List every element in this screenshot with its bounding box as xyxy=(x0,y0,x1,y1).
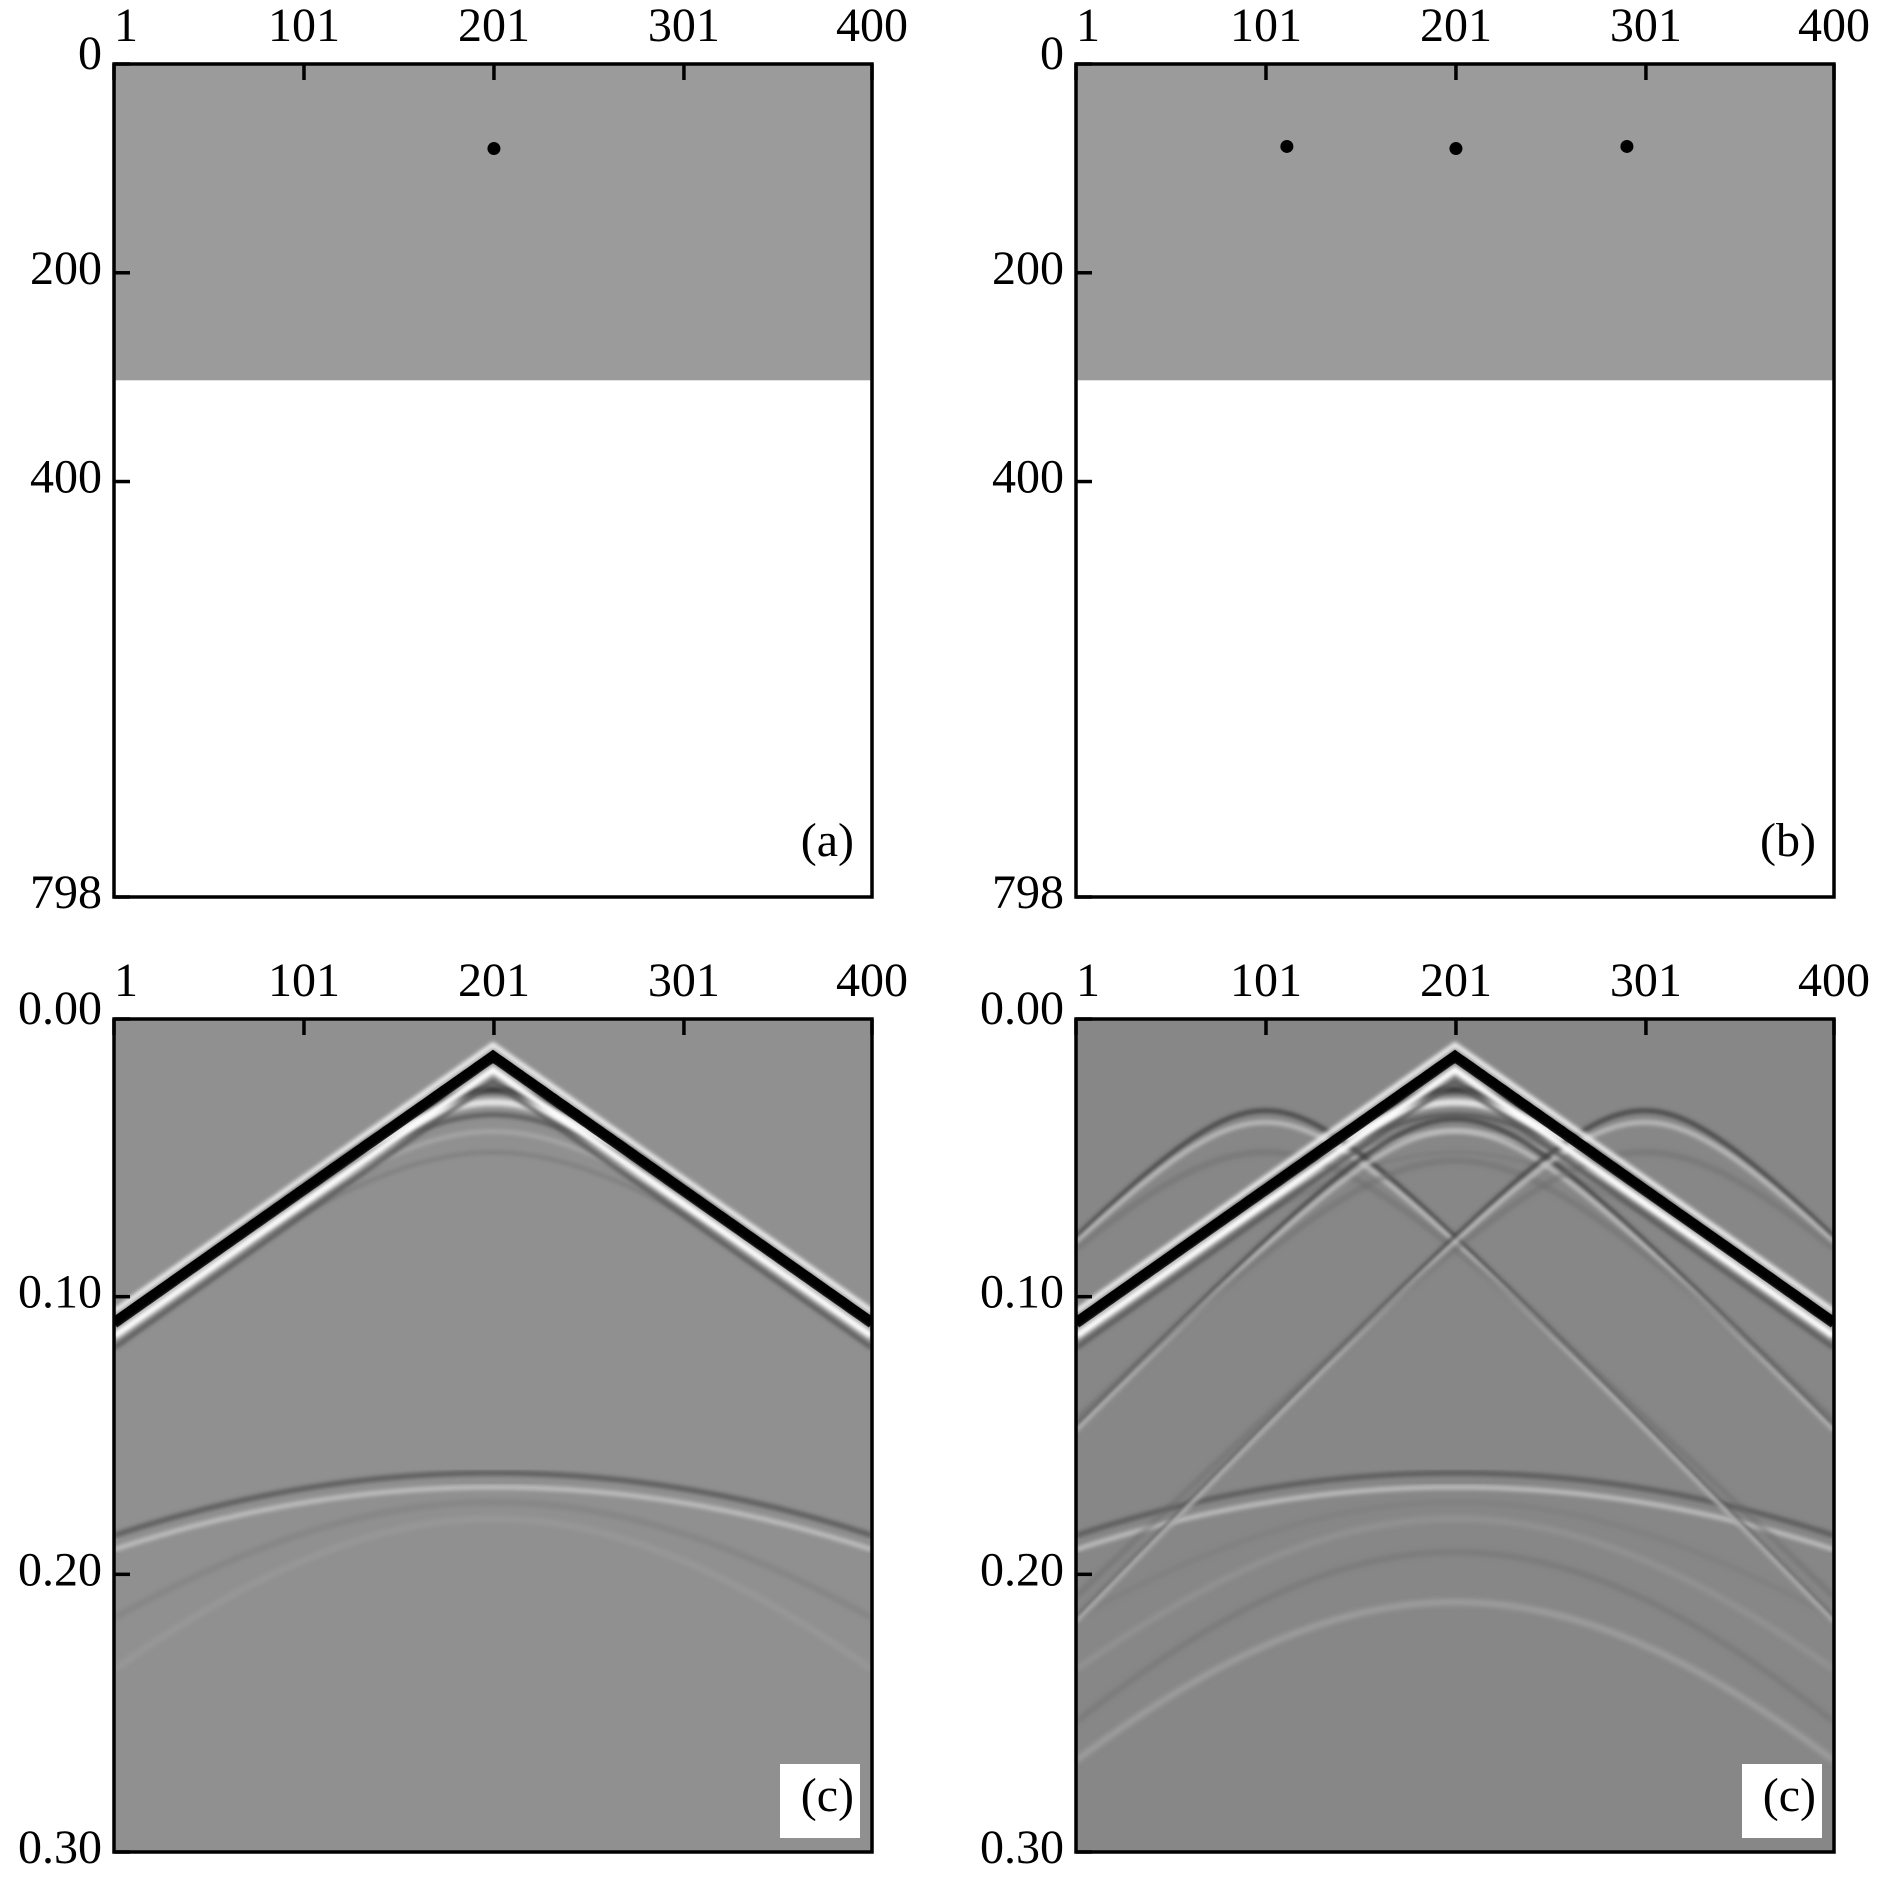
y-tick-label: 798 xyxy=(30,866,102,919)
y-tick-label: 798 xyxy=(992,866,1064,919)
y-tick-label: 0.10 xyxy=(18,1266,102,1319)
plot-area xyxy=(114,64,872,897)
wave-event xyxy=(1076,1500,1834,1620)
wave-event xyxy=(114,1470,872,1538)
x-tick-label: 1 xyxy=(1076,0,1100,52)
y-tick-label: 0.00 xyxy=(18,982,102,1035)
wave-event xyxy=(114,1485,872,1552)
panel: 1 101 201 301 400 0.00 0.10 0.20 0.30 (c) xyxy=(18,954,908,1874)
wave-event xyxy=(114,1517,872,1671)
x-tick-label: 301 xyxy=(1610,954,1682,1007)
y-tick-label: 200 xyxy=(30,242,102,295)
wave-event xyxy=(1076,1550,1834,1724)
panel-label: (c) xyxy=(1763,1769,1816,1822)
wave-event xyxy=(1076,1159,1834,1421)
x-tick-label: 400 xyxy=(1798,0,1870,52)
wave-event xyxy=(114,1500,872,1620)
panel: 1 101 201 301 400 0.00 0.10 0.20 0.30 (c) xyxy=(980,954,1870,1874)
wave-event xyxy=(114,1079,872,1350)
wave-event xyxy=(1076,1150,1834,1598)
wave-event xyxy=(1076,1120,1834,1623)
x-tick-label: 1 xyxy=(114,0,138,52)
plot-area xyxy=(114,1019,872,1852)
label-box xyxy=(1742,1764,1822,1838)
y-tick-label: 0.00 xyxy=(980,982,1064,1035)
y-tick-label: 0 xyxy=(78,27,102,80)
y-tick-label: 0.30 xyxy=(18,1821,102,1874)
panel: 1 101 201 301 400 0 200 400 798 (b) xyxy=(992,0,1870,919)
scatter-point xyxy=(487,142,501,156)
scatter-point xyxy=(1449,142,1463,156)
x-tick-label: 101 xyxy=(268,954,340,1007)
x-tick-label: 101 xyxy=(268,0,340,52)
background xyxy=(1076,1019,1834,1852)
y-tick-label: 400 xyxy=(992,451,1064,504)
wave-event xyxy=(114,1049,872,1328)
y-tick-label: 0.20 xyxy=(18,1543,102,1596)
x-tick-label: 400 xyxy=(836,0,908,52)
wave-event xyxy=(1076,1485,1834,1552)
scatter-point xyxy=(1620,139,1634,153)
label-box xyxy=(780,1764,860,1838)
wave-event xyxy=(1076,1079,1834,1350)
x-tick-label: 101 xyxy=(1230,0,1302,52)
wave-event xyxy=(1076,1600,1834,1762)
scatter-point xyxy=(1280,139,1294,153)
x-tick-label: 301 xyxy=(648,0,720,52)
x-tick-label: 400 xyxy=(836,954,908,1007)
x-tick-label: 301 xyxy=(648,954,720,1007)
panel-label: (c) xyxy=(801,1769,854,1822)
velocity-layer xyxy=(1076,64,1834,381)
wave-event xyxy=(114,1041,872,1314)
wave-event xyxy=(1076,1517,1834,1671)
wave-event xyxy=(1076,1041,1834,1314)
y-tick-label: 0 xyxy=(1040,27,1064,80)
velocity-layer xyxy=(114,64,872,381)
x-tick-label: 1 xyxy=(1076,954,1100,1007)
y-tick-label: 200 xyxy=(992,242,1064,295)
x-tick-label: 301 xyxy=(1610,0,1682,52)
y-tick-label: 0.20 xyxy=(980,1543,1064,1596)
wave-event xyxy=(1076,1049,1834,1328)
wave-event xyxy=(1076,1470,1834,1538)
panel-label: (b) xyxy=(1760,814,1816,867)
x-tick-label: 201 xyxy=(1420,954,1492,1007)
plot-area xyxy=(1076,1019,1834,1852)
wave-event xyxy=(1076,1117,1834,1429)
y-tick-label: 0.30 xyxy=(980,1821,1064,1874)
x-tick-label: 1 xyxy=(114,954,138,1007)
plot-area xyxy=(1076,64,1834,897)
wave-event xyxy=(1076,1065,1834,1340)
y-tick-label: 400 xyxy=(30,451,102,504)
x-tick-label: 400 xyxy=(1798,954,1870,1007)
x-tick-label: 201 xyxy=(458,0,530,52)
background xyxy=(114,1019,872,1852)
x-tick-label: 201 xyxy=(1420,0,1492,52)
wave-event xyxy=(114,1065,872,1340)
panel-label: (a) xyxy=(801,814,854,867)
panel: 1 101 201 301 400 0 200 400 798 (a) xyxy=(30,0,908,919)
x-tick-label: 101 xyxy=(1230,954,1302,1007)
x-tick-label: 201 xyxy=(458,954,530,1007)
y-tick-label: 0.10 xyxy=(980,1266,1064,1319)
